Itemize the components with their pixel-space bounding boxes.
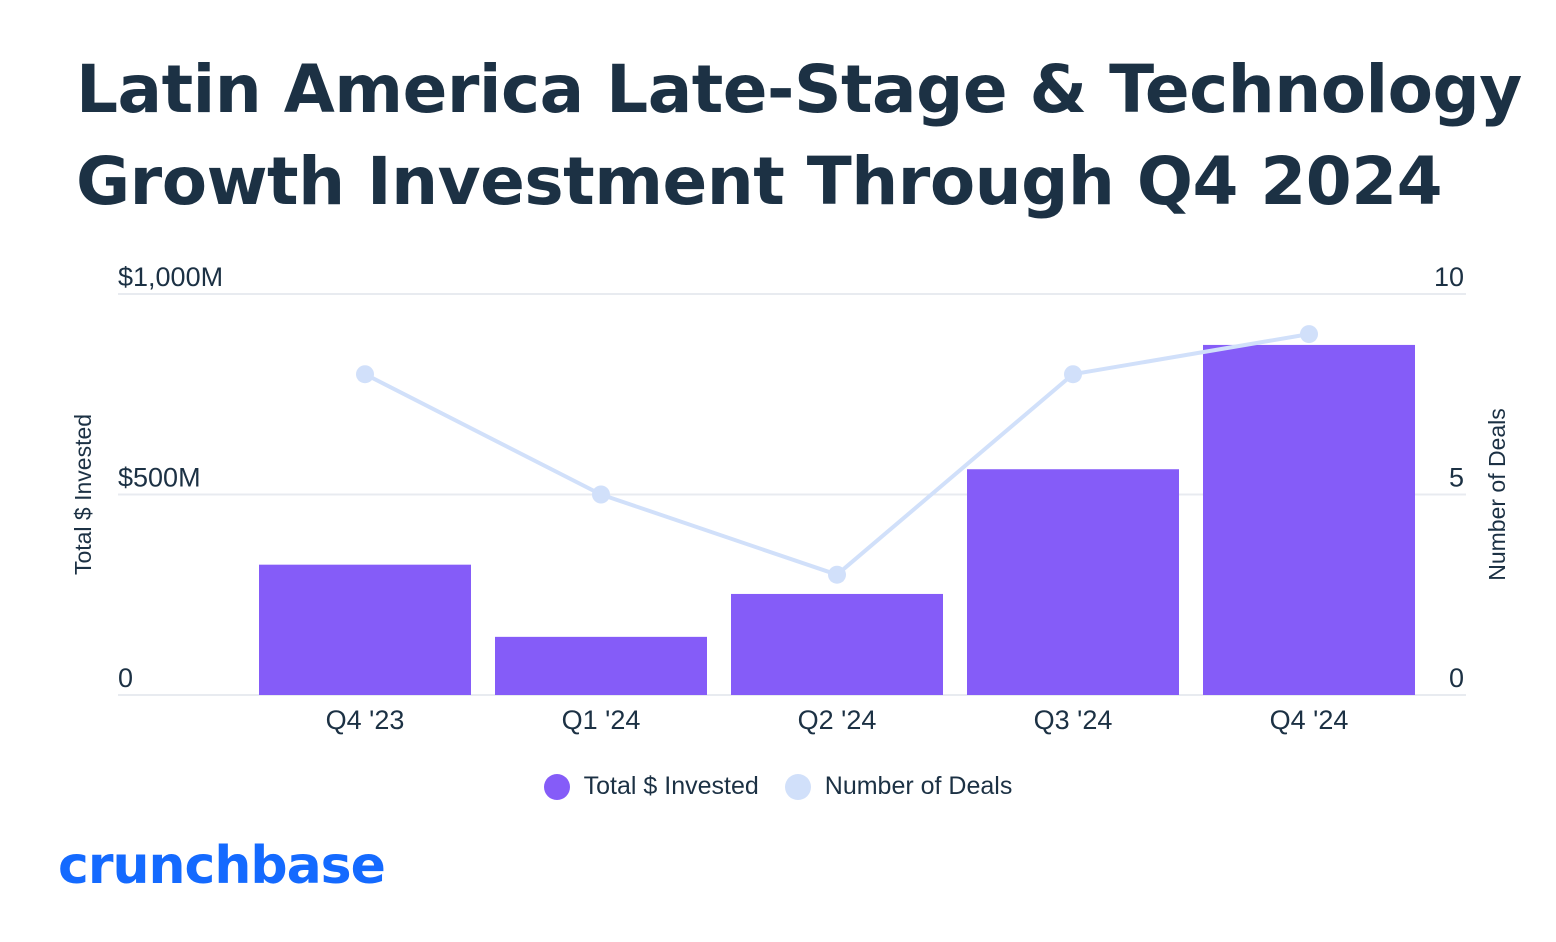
bar-total-invested bbox=[495, 636, 707, 695]
y2-tick-label: 5 bbox=[1449, 463, 1464, 493]
point-number-of-deals bbox=[356, 365, 374, 384]
chart-title-line-2: Growth Investment Through Q4 2024 bbox=[76, 143, 1443, 220]
legend-item-total-invested[interactable]: Total $ Invested bbox=[543, 772, 759, 801]
y-axis-title: Total $ Invested bbox=[70, 414, 96, 575]
x-tick-label: Q1 '24 bbox=[562, 705, 641, 735]
point-number-of-deals bbox=[592, 485, 610, 504]
bar-total-invested bbox=[967, 469, 1179, 695]
point-number-of-deals bbox=[1064, 365, 1082, 384]
x-tick-label: Q4 '24 bbox=[1270, 705, 1349, 735]
y-tick-label: $500M bbox=[118, 463, 201, 493]
y-tick-label: $1,000M bbox=[118, 262, 223, 292]
bar-total-invested bbox=[1203, 344, 1415, 695]
chart: 0 0 $500M 5 $1,000M 10 Total $ Invested Number … bbox=[70, 262, 1510, 735]
y2-axis-title: Number of Deals bbox=[1484, 408, 1510, 581]
legend-swatch-number-of-deals bbox=[784, 773, 811, 800]
bar-total-invested bbox=[259, 564, 471, 695]
x-tick-label: Q4 '23 bbox=[326, 705, 405, 735]
legend-item-number-of-deals[interactable]: Number of Deals bbox=[784, 772, 1013, 801]
legend-label-number-of-deals: Number of Deals bbox=[824, 772, 1013, 800]
legend-label-total-invested: Total $ Invested bbox=[583, 772, 759, 800]
x-tick-label: Q2 '24 bbox=[798, 705, 877, 735]
chart-title: Latin America Late-Stage & Technology Gr… bbox=[76, 44, 1522, 228]
x-tick-label: Q3 '24 bbox=[1034, 705, 1113, 735]
bar-total-invested bbox=[731, 593, 943, 695]
y-tick-label: 0 bbox=[118, 663, 133, 693]
y2-tick-label: 10 bbox=[1434, 262, 1464, 292]
legend-swatch-total-invested bbox=[543, 773, 570, 800]
crunchbase-logo: crunchbase bbox=[58, 836, 386, 896]
point-number-of-deals bbox=[828, 565, 846, 584]
y2-tick-label: 0 bbox=[1449, 663, 1464, 693]
point-number-of-deals bbox=[1300, 325, 1318, 344]
chart-title-line-1: Latin America Late-Stage & Technology bbox=[76, 51, 1522, 128]
legend: Total $ Invested Number of Deals bbox=[0, 772, 1556, 801]
